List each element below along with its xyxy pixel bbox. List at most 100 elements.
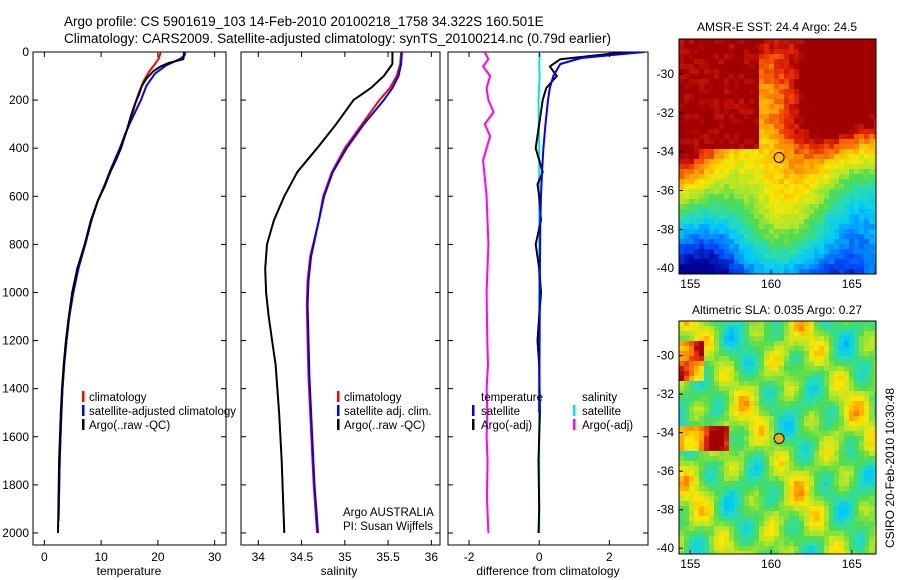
- map-cell: [754, 159, 760, 165]
- map-cell: [744, 321, 750, 327]
- map-cell: [739, 446, 745, 452]
- map-cell: [784, 109, 790, 115]
- map-cell: [854, 119, 860, 125]
- map-cell: [854, 254, 860, 260]
- legend-swatch-sal-satellite: [573, 405, 576, 416]
- map-cell: [769, 179, 775, 185]
- map-cell: [719, 471, 725, 477]
- map-cell: [804, 491, 810, 497]
- map-cell: [719, 481, 725, 487]
- map-cell: [824, 466, 830, 472]
- map-cell: [859, 546, 865, 552]
- map-cell: [789, 49, 795, 55]
- map-cell: [869, 481, 875, 487]
- map-cell: [784, 361, 790, 367]
- map-cell: [809, 441, 815, 447]
- map-cell: [789, 411, 795, 417]
- map-cell: [859, 84, 865, 90]
- map-cell: [779, 466, 785, 472]
- map-cell: [749, 486, 755, 492]
- map-cell: [814, 366, 820, 372]
- map-cell: [789, 64, 795, 70]
- map-cell: [709, 124, 715, 130]
- map-cell: [704, 536, 710, 542]
- map-cell: [819, 471, 825, 477]
- map-cell: [794, 244, 800, 250]
- map-cell: [744, 249, 750, 255]
- map-cell: [789, 54, 795, 60]
- map-cell: [839, 486, 845, 492]
- map-cell: [849, 59, 855, 65]
- map-cell: [774, 74, 780, 80]
- map-cell: [734, 491, 740, 497]
- map-cell: [834, 521, 840, 527]
- map-cell: [679, 506, 685, 512]
- map-cell: [789, 321, 795, 327]
- map-cell: [799, 109, 805, 115]
- map-cell: [839, 326, 845, 332]
- map-cell: [814, 541, 820, 547]
- map-cell: [859, 406, 865, 412]
- map-cell: [764, 114, 770, 120]
- map-cell: [829, 521, 835, 527]
- map-cell: [709, 244, 715, 250]
- map-cell: [699, 476, 705, 482]
- map-cell: [754, 264, 760, 270]
- map-cell: [719, 461, 725, 467]
- map-cell: [739, 356, 745, 362]
- map-cell: [829, 259, 835, 265]
- map-cell: [684, 411, 690, 417]
- map-cell: [824, 446, 830, 452]
- map-cell: [744, 234, 750, 240]
- map-cell: [864, 264, 870, 270]
- map-cell: [749, 269, 755, 274]
- map-cell: [709, 44, 715, 50]
- map-cell: [694, 376, 700, 382]
- map-cell: [714, 244, 720, 250]
- map-cell: [779, 341, 785, 347]
- map-cell: [734, 326, 740, 332]
- map-cell: [734, 54, 740, 60]
- map-cell: [809, 164, 815, 170]
- map-cell: [824, 381, 830, 387]
- map-cell: [714, 149, 720, 155]
- map-cell: [874, 461, 876, 467]
- map-cell: [829, 104, 835, 110]
- map-cell: [784, 259, 790, 265]
- map-cell: [734, 336, 740, 342]
- map-y-tick-label: -40: [657, 541, 675, 555]
- map-cell: [694, 139, 700, 145]
- map-cell: [684, 84, 690, 90]
- map-cell: [834, 496, 840, 502]
- map-cell: [844, 104, 850, 110]
- map-cell: [874, 169, 876, 175]
- map-cell: [709, 54, 715, 60]
- map-cell: [744, 69, 750, 75]
- map-cell: [724, 139, 730, 145]
- map-cell: [869, 371, 875, 377]
- map-cell: [809, 521, 815, 527]
- map-cell: [794, 546, 800, 552]
- map-cell: [864, 89, 870, 95]
- map-cell: [704, 506, 710, 512]
- map-cell: [759, 521, 765, 527]
- map-cell: [849, 159, 855, 165]
- map-cell: [859, 264, 865, 270]
- map-cell: [849, 64, 855, 70]
- map-cell: [729, 466, 735, 472]
- map-cell: [869, 69, 875, 75]
- map-cell: [699, 441, 705, 447]
- map-cell: [684, 129, 690, 135]
- map-cell: [754, 411, 760, 417]
- map-cell: [684, 199, 690, 205]
- map-cell: [744, 426, 750, 432]
- map-cell: [749, 446, 755, 452]
- map-cell: [794, 426, 800, 432]
- map-cell: [754, 174, 760, 180]
- map-cell: [724, 471, 730, 477]
- map-cell: [799, 99, 805, 105]
- map-cell: [814, 169, 820, 175]
- map-cell: [759, 84, 765, 90]
- map-cell: [754, 109, 760, 115]
- map-cell: [729, 79, 735, 85]
